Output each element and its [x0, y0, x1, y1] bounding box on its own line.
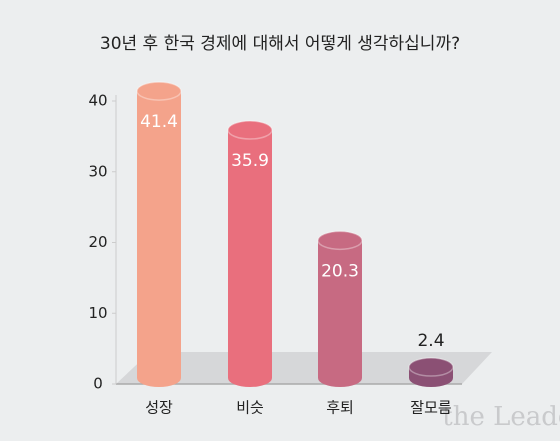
- value-label: 2.4: [417, 331, 444, 351]
- y-tick-label: 0: [93, 375, 103, 393]
- bar: [228, 130, 272, 387]
- x-tick-label: 비슷: [236, 399, 264, 417]
- value-label: 20.3: [321, 261, 359, 281]
- y-tick-label: 10: [88, 304, 107, 322]
- chart-title: 30년 후 한국 경제에 대해서 어떻게 생각하십니까?: [100, 34, 460, 54]
- watermark: the Leader: [442, 402, 560, 432]
- bar: [137, 91, 181, 387]
- bar-cap: [317, 230, 363, 251]
- bar-cap: [227, 120, 273, 140]
- y-tick-label: 40: [88, 92, 107, 110]
- value-label: 41.4: [140, 112, 178, 132]
- bar-cap: [408, 357, 454, 377]
- bar: [318, 240, 362, 387]
- x-tick-label: 후퇴: [326, 399, 354, 417]
- floor: [116, 352, 492, 384]
- y-tick-label: 20: [88, 233, 107, 251]
- x-tick-label: 성장: [145, 399, 173, 417]
- value-label: 35.9: [231, 151, 269, 171]
- y-tick-label: 30: [88, 162, 107, 180]
- x-tick-label: 잘모름: [410, 399, 452, 417]
- bar-cap: [136, 81, 182, 101]
